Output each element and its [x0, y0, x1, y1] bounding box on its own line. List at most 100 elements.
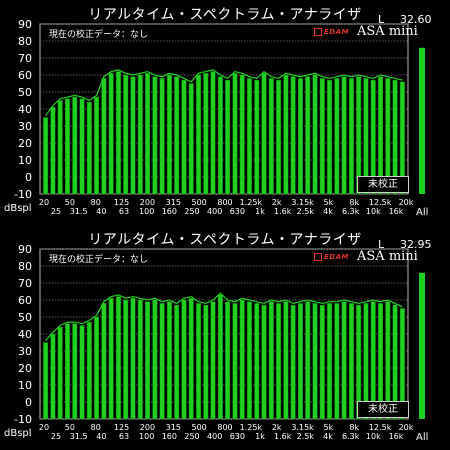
x-tick-label: 100	[139, 207, 154, 216]
spectrum-bar	[261, 73, 267, 195]
x-tick-label: 20k	[399, 198, 414, 207]
peak-hold-line	[45, 69, 403, 117]
y-tick-label: 10	[18, 379, 32, 392]
y-tick-label: 50	[18, 311, 32, 324]
x-tick-label: 20	[39, 423, 49, 432]
spectrum-bar	[43, 117, 49, 195]
y-tick-label: 60	[18, 69, 32, 82]
x-tick-label: 2.5k	[297, 432, 315, 441]
brand-logo: EDAM	[314, 253, 349, 261]
x-tick-label: 63	[119, 432, 129, 441]
spectrum-bar	[261, 304, 267, 420]
x-tick-label: 1.25k	[240, 198, 263, 207]
spectrum-bar	[305, 76, 311, 195]
spectrum-bar	[305, 301, 311, 420]
channel-label: L	[378, 238, 385, 251]
spectrum-bar	[247, 78, 252, 195]
x-tick-label: 630	[230, 207, 245, 216]
y-tick-label: 40	[18, 328, 32, 341]
x-tick-label: 250	[184, 432, 199, 441]
x-tick-label: 800	[217, 198, 232, 207]
spectrum-bar	[232, 303, 238, 420]
spectrum-bar	[283, 74, 289, 195]
x-tick-label: 125	[114, 198, 129, 207]
x-tick-label: 16k	[389, 207, 404, 216]
spectrum-bar	[276, 303, 282, 420]
y-tick-label: 80	[18, 35, 32, 48]
y-tick-label: 0	[25, 171, 32, 184]
spectrum-bar	[341, 301, 347, 420]
spectrum-bar	[130, 76, 136, 195]
y-tick-label: 40	[18, 103, 32, 116]
x-tick-label: 315	[166, 198, 181, 207]
spectrum-bar	[319, 304, 325, 420]
x-tick-label: 50	[65, 198, 75, 207]
all-band-bar	[419, 272, 425, 419]
peak-hold-line	[45, 292, 403, 342]
all-band-bar	[419, 47, 425, 194]
calibration-status: 現在の校正データ：なし	[49, 30, 149, 40]
y-tick-label: 80	[18, 260, 32, 273]
brand-name: EDAM	[324, 28, 349, 36]
spectrum-bar	[210, 71, 216, 195]
spectrum-bar	[225, 79, 231, 195]
spectrum-bar	[210, 301, 216, 420]
x-tick-label: 8k	[349, 198, 359, 207]
uncalibrated-badge: 未校正	[357, 401, 409, 418]
x-tick-label: 12.5k	[369, 198, 392, 207]
spectrum-bar	[57, 326, 63, 420]
spectrum-bar	[79, 98, 85, 195]
y-tick-label: 60	[18, 294, 32, 307]
brand-logo: EDAM	[314, 28, 349, 36]
y-tick-label: 90	[18, 18, 32, 31]
spectrum-bar	[399, 308, 405, 420]
spectrum-bar	[217, 294, 223, 420]
spectrum-bar	[392, 79, 398, 195]
spectrum-bar	[152, 76, 158, 195]
spectrum-bar	[86, 101, 92, 195]
x-tick-label: 4k	[323, 432, 333, 441]
x-tick-label: 50	[65, 423, 75, 432]
x-tick-label: 63	[119, 207, 129, 216]
spectrum-bar	[152, 299, 158, 420]
unit-label: dBspl	[4, 428, 32, 439]
spectrum-bar	[370, 301, 376, 420]
spectrum-bar	[50, 333, 56, 420]
spectrum-bar	[196, 303, 201, 420]
x-tick-label: 5k	[324, 198, 334, 207]
spectrum-bar	[378, 76, 383, 195]
panel-title: リアルタイム・スペクトラム・アナライザ	[88, 232, 362, 248]
y-tick-label: 20	[18, 137, 32, 150]
spectrum-bar	[348, 303, 354, 420]
spectrum-bar	[196, 74, 201, 195]
calibration-status: 現在の校正データ：なし	[49, 255, 149, 265]
x-tick-label: 5k	[324, 423, 334, 432]
model-name: ASA mini	[357, 249, 418, 264]
spectrum-bar	[392, 304, 398, 420]
spectrum-bar	[50, 107, 56, 195]
spectrum-bar	[327, 303, 333, 420]
spectrum-bar	[283, 301, 289, 420]
spectrum-bar	[385, 78, 391, 195]
y-tick-label: 70	[18, 52, 32, 65]
x-tick-label: 3.15k	[291, 423, 314, 432]
y-tick-label: 70	[18, 277, 32, 290]
panel-title: リアルタイム・スペクトラム・アナライザ	[88, 7, 362, 23]
x-tick-label: 4k	[323, 207, 333, 216]
all-band-label: All	[416, 207, 429, 218]
all-band-label: All	[416, 432, 429, 443]
x-tick-label: 80	[91, 198, 101, 207]
spectrum-panel-lower: リアルタイム・スペクトラム・アナライザ L 32.95 90 80 70 60 50 40…	[0, 225, 450, 450]
spectrum-bar	[174, 76, 180, 195]
x-tick-label: 20	[39, 198, 49, 207]
x-tick-label: 31.5	[70, 432, 88, 441]
unit-label: dBspl	[4, 203, 32, 214]
spectrum-bar	[268, 78, 274, 195]
spectrum-bar	[108, 298, 114, 420]
y-tick-label: 30	[18, 345, 32, 358]
x-tick-label: 2.5k	[297, 207, 315, 216]
spectrum-bar	[297, 78, 303, 195]
x-tick-label: 250	[184, 207, 199, 216]
x-tick-label: 315	[166, 423, 181, 432]
spectrum-bar	[385, 301, 391, 420]
